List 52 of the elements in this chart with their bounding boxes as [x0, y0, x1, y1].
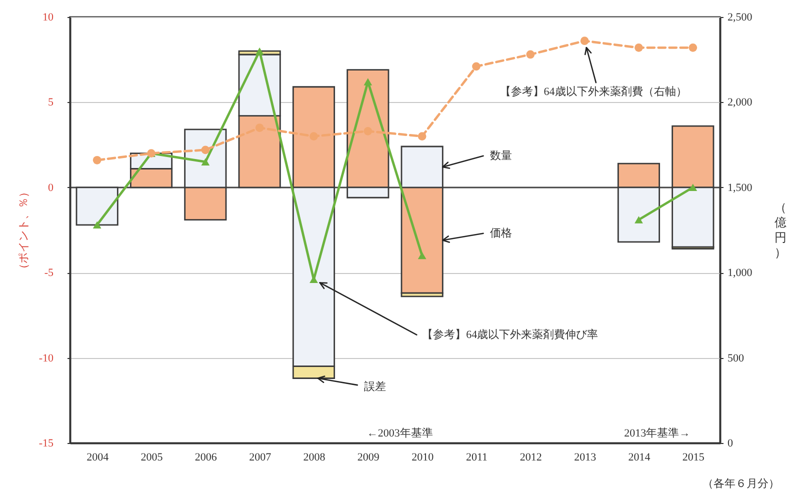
text: 【参考】64歳以下外来薬剤費伸び率	[422, 328, 598, 341]
point	[255, 47, 264, 55]
y-tick-label: -5	[44, 267, 54, 280]
point	[92, 221, 102, 229]
point	[92, 156, 102, 164]
text: 【参考】64歳以下外来薬剤費（右軸）	[500, 84, 687, 98]
x-tick-label: 2010	[412, 452, 434, 464]
text: 価格	[490, 227, 512, 240]
x-tick-label: 2004	[86, 452, 110, 464]
point	[472, 62, 480, 71]
point	[688, 43, 698, 52]
x-tick-label: 2009	[357, 452, 380, 464]
point	[418, 252, 426, 260]
y2-axis-title: （億円）	[774, 200, 786, 260]
y-tick-label: 5	[48, 96, 54, 109]
y-tick-label: 0	[48, 182, 54, 194]
x-tick-label: 2015	[682, 452, 705, 464]
x-tick-label: 2011	[466, 452, 488, 464]
x-tick-label: 2008	[303, 452, 326, 464]
x-tick-label: 2012	[520, 452, 542, 464]
point	[418, 132, 426, 140]
x-tick-label: 2006	[194, 452, 218, 464]
y2-tick-label: 1,500	[728, 182, 753, 194]
y-tick-label: -10	[38, 352, 54, 364]
y-axis-title: （ポイント、％）	[18, 186, 30, 274]
y2-tick-label: 2,000	[728, 96, 753, 109]
y-tick-label: -15	[38, 438, 54, 450]
annotation: ←2003年基準	[366, 426, 433, 440]
text: 数量	[490, 150, 512, 162]
point	[310, 132, 318, 140]
y2-tick-label: 0	[728, 438, 734, 450]
point	[255, 124, 264, 132]
point	[201, 146, 210, 154]
x-tick-label: 2013	[574, 452, 597, 464]
point	[688, 184, 698, 192]
point	[580, 36, 589, 46]
x-tick-label: 2007	[249, 452, 272, 464]
x-tick-label: 2005	[140, 452, 164, 464]
y2-tick-label: 500	[728, 352, 744, 364]
point	[364, 78, 372, 86]
point	[364, 126, 372, 136]
y2-tick-label: 1,000	[728, 267, 753, 280]
point	[526, 50, 535, 59]
y2-tick-label: 2,500	[728, 12, 753, 24]
y-tick-label: 10	[42, 12, 54, 24]
point	[634, 216, 643, 224]
text: 誤差	[364, 380, 386, 393]
annotation: 2013年基準→	[624, 426, 690, 440]
point	[201, 158, 210, 166]
point	[634, 43, 643, 52]
text: （各年６月分）	[702, 478, 780, 490]
x-tick-label: 2014	[628, 452, 651, 464]
